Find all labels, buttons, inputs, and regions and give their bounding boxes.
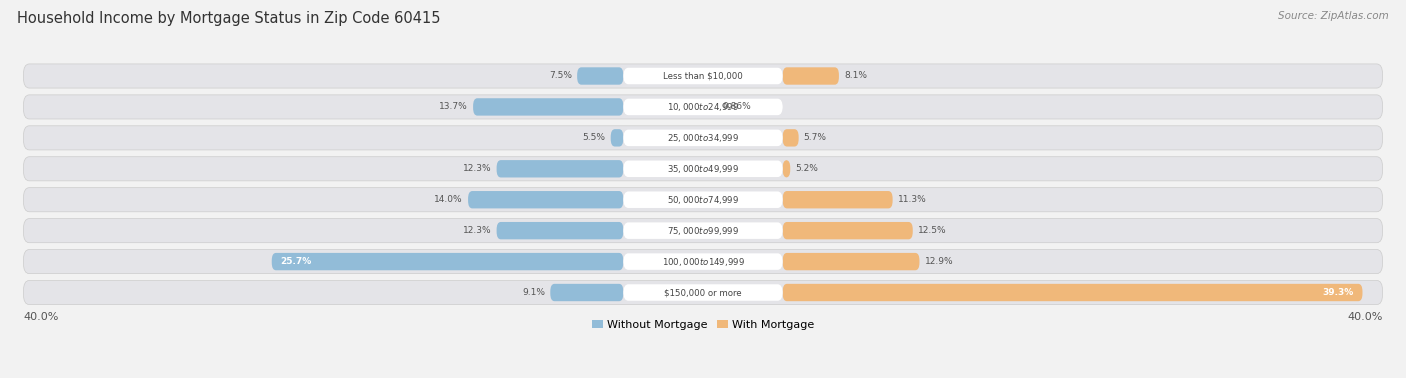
FancyBboxPatch shape (24, 218, 1382, 243)
FancyBboxPatch shape (623, 192, 783, 208)
Text: 12.5%: 12.5% (918, 226, 946, 235)
Text: 5.7%: 5.7% (804, 133, 827, 143)
FancyBboxPatch shape (24, 64, 1382, 88)
FancyBboxPatch shape (623, 222, 783, 239)
FancyBboxPatch shape (783, 191, 893, 208)
FancyBboxPatch shape (623, 253, 783, 270)
FancyBboxPatch shape (24, 280, 1382, 305)
Text: 40.0%: 40.0% (24, 312, 59, 322)
FancyBboxPatch shape (576, 67, 623, 85)
Text: 40.0%: 40.0% (1347, 312, 1382, 322)
Text: $50,000 to $74,999: $50,000 to $74,999 (666, 194, 740, 206)
Text: 12.9%: 12.9% (925, 257, 953, 266)
Text: 25.7%: 25.7% (280, 257, 311, 266)
Text: $75,000 to $99,999: $75,000 to $99,999 (666, 225, 740, 237)
Text: $35,000 to $49,999: $35,000 to $49,999 (666, 163, 740, 175)
Text: 14.0%: 14.0% (434, 195, 463, 204)
FancyBboxPatch shape (623, 161, 783, 177)
FancyBboxPatch shape (496, 222, 623, 239)
Text: $100,000 to $149,999: $100,000 to $149,999 (661, 256, 745, 268)
Text: Source: ZipAtlas.com: Source: ZipAtlas.com (1278, 11, 1389, 21)
FancyBboxPatch shape (496, 160, 623, 178)
FancyBboxPatch shape (623, 99, 783, 115)
Text: 13.7%: 13.7% (439, 102, 468, 112)
Text: 5.2%: 5.2% (796, 164, 818, 173)
FancyBboxPatch shape (24, 249, 1382, 274)
Text: 12.3%: 12.3% (463, 164, 492, 173)
Text: 9.1%: 9.1% (522, 288, 546, 297)
Text: 12.3%: 12.3% (463, 226, 492, 235)
FancyBboxPatch shape (783, 253, 920, 270)
Text: 7.5%: 7.5% (550, 71, 572, 81)
FancyBboxPatch shape (24, 187, 1382, 212)
FancyBboxPatch shape (783, 160, 790, 178)
FancyBboxPatch shape (468, 191, 623, 208)
Text: $25,000 to $34,999: $25,000 to $34,999 (666, 132, 740, 144)
FancyBboxPatch shape (550, 284, 623, 301)
Text: 5.5%: 5.5% (582, 133, 606, 143)
Text: 8.1%: 8.1% (844, 71, 868, 81)
FancyBboxPatch shape (24, 157, 1382, 181)
FancyBboxPatch shape (783, 284, 1362, 301)
Text: $10,000 to $24,999: $10,000 to $24,999 (666, 101, 740, 113)
Text: 0.86%: 0.86% (723, 102, 751, 112)
Text: 39.3%: 39.3% (1323, 288, 1354, 297)
FancyBboxPatch shape (24, 126, 1382, 150)
Text: $150,000 or more: $150,000 or more (664, 288, 742, 297)
FancyBboxPatch shape (610, 129, 623, 147)
FancyBboxPatch shape (623, 130, 783, 146)
FancyBboxPatch shape (783, 129, 799, 147)
Text: 11.3%: 11.3% (897, 195, 927, 204)
FancyBboxPatch shape (271, 253, 623, 270)
Legend: Without Mortgage, With Mortgage: Without Mortgage, With Mortgage (588, 316, 818, 335)
FancyBboxPatch shape (472, 98, 623, 116)
FancyBboxPatch shape (783, 67, 839, 85)
Text: Household Income by Mortgage Status in Zip Code 60415: Household Income by Mortgage Status in Z… (17, 11, 440, 26)
Text: Less than $10,000: Less than $10,000 (664, 71, 742, 81)
FancyBboxPatch shape (623, 284, 783, 301)
FancyBboxPatch shape (24, 95, 1382, 119)
FancyBboxPatch shape (623, 68, 783, 84)
FancyBboxPatch shape (783, 222, 912, 239)
